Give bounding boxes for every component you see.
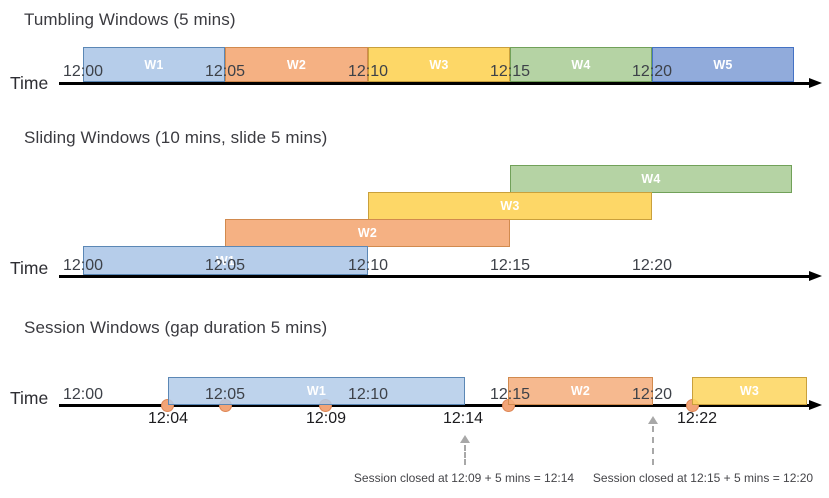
tumbling-axis-label: Time [10,73,49,93]
event-time-1209: 12:09 [305,410,347,427]
sliding-window-w1: W1 [83,246,368,275]
session-tick-1200: 12:00 [62,386,104,403]
sliding-window-w1-label: W1 [215,253,236,268]
tumbling-window-w1: W1 [83,47,225,82]
sliding-window-w2-label: W2 [357,226,378,240]
event-time-1222: 12:22 [676,410,718,427]
session-tick-1210: 12:10 [347,386,389,403]
sliding-window-w4: W4 [510,165,792,193]
session-axis-label: Time [10,388,49,408]
session-closed-annotation-1: Session closed at 12:09 + 5 mins = 12:14 [353,471,575,485]
annotation-arrow-up-icon [460,435,470,443]
tumbling-window-w4: W4 [510,47,652,82]
session-window-w1-label: W1 [306,384,327,398]
sliding-tick-1215: 12:15 [489,257,531,274]
session-tick-1205: 12:05 [204,386,246,403]
sliding-tick-1200: 12:00 [62,257,104,274]
session-closed-annotation-2: Session closed at 12:15 + 5 mins = 12:20 [592,471,814,485]
tumbling-tick-1210: 12:10 [347,63,389,80]
session-window-w3: W3 [692,377,807,405]
sliding-timeline-axis [59,275,811,278]
sliding-tick-1220: 12:20 [631,257,673,274]
sliding-window-w3-label: W3 [500,199,520,213]
tumbling-window-w5: W5 [652,47,794,82]
sliding-section-title: Sliding Windows (10 mins, slide 5 mins) [24,128,328,147]
sliding-tick-1205: 12:05 [204,257,246,274]
tumbling-tick-1215: 12:15 [489,63,531,80]
session-timeline-axis [59,404,811,407]
tumbling-section-title: Tumbling Windows (5 mins) [24,10,236,29]
tumbling-window-w3-label: W3 [429,57,449,72]
tumbling-timeline-arrowhead-icon [809,78,822,88]
session-window-w3-label: W3 [739,384,760,398]
tumbling-window-w3: W3 [368,47,510,82]
sliding-timeline-arrowhead-icon [809,271,822,281]
session-timeline-arrowhead-icon [809,400,822,410]
tumbling-timeline-axis [59,82,811,85]
sliding-window-w3: W3 [368,192,652,220]
event-time-1214: 12:14 [442,410,484,427]
tumbling-tick-1200: 12:00 [62,63,104,80]
annotation-arrow-line [652,426,654,465]
sliding-axis-label: Time [10,258,49,278]
tumbling-window-w1-label: W1 [144,57,164,72]
event-time-1204: 12:04 [147,410,189,427]
session-window-w2: W2 [508,377,653,405]
annotation-arrow-line [464,445,466,465]
session-window-w1: W1 [168,377,465,405]
session-tick-1215: 12:15 [489,386,531,403]
sliding-window-w4-label: W4 [641,172,661,186]
tumbling-tick-1205: 12:05 [204,63,246,80]
tumbling-window-w4-label: W4 [571,57,591,72]
sliding-window-w2: W2 [225,219,510,247]
sliding-tick-1210: 12:10 [347,257,389,274]
session-tick-1220: 12:20 [631,386,673,403]
tumbling-window-w2: W2 [225,47,368,82]
tumbling-window-w2-label: W2 [286,57,307,72]
session-window-w2-label: W2 [570,384,591,398]
session-section-title: Session Windows (gap duration 5 mins) [24,318,328,337]
tumbling-tick-1220: 12:20 [631,63,673,80]
tumbling-window-w5-label: W5 [713,57,733,72]
annotation-arrow-up-icon [648,416,658,424]
